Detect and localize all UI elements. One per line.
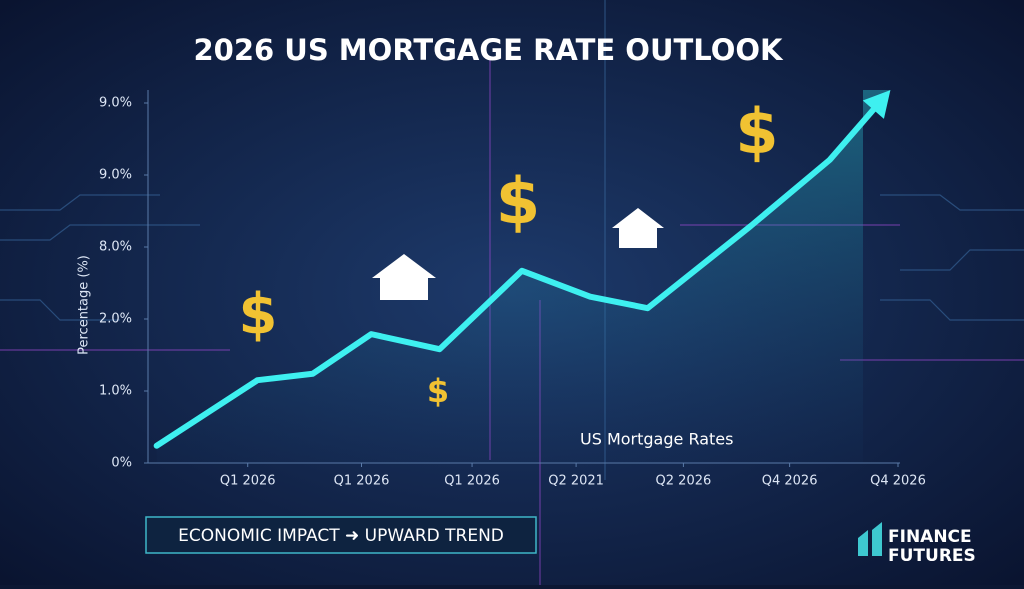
y-axis-label: Percentage (%) <box>77 255 92 355</box>
dollar-icon: $ <box>239 282 278 347</box>
banner-box <box>145 516 537 554</box>
house-icons <box>372 208 664 300</box>
dollar-icon: $ <box>496 166 541 240</box>
dollar-icon: $ <box>735 95 778 168</box>
area <box>156 90 891 463</box>
y-tick-label: 2.0% <box>99 312 132 327</box>
x-tick-label: Q1 2026 <box>334 474 390 489</box>
brand: FINANCE <box>888 527 972 547</box>
dollar-icon: $ <box>427 372 449 410</box>
y-tick-label: 9.0% <box>99 168 132 183</box>
chart-title: 2026 US MORTGAGE RATE OUTLOOK <box>193 33 784 67</box>
brand: FUTURES <box>888 546 976 566</box>
x-tick-label: Q1 2026 <box>444 474 500 489</box>
y-tick-label: 8.0% <box>99 240 132 255</box>
y-tick-label: 1.0% <box>99 384 132 399</box>
arrow-head <box>862 90 891 119</box>
brand-logo <box>858 522 882 556</box>
series-line-visible <box>153 106 877 449</box>
x-tick-label: Q2 2026 <box>656 474 712 489</box>
series-name: US Mortgage Rates <box>580 430 733 449</box>
x-tick-label: Q1 2026 <box>220 474 276 489</box>
y-tick-label: 9.0% <box>99 96 132 111</box>
x-tick-label: Q2 2021 <box>548 474 604 489</box>
x-tick-label: Q4 2026 <box>762 474 818 489</box>
banner: ECONOMIC IMPACT ➜ UPWARD TREND <box>178 526 504 546</box>
x-tick-label: Q4 2026 <box>870 474 926 489</box>
y-tick-label: 0% <box>111 456 132 471</box>
